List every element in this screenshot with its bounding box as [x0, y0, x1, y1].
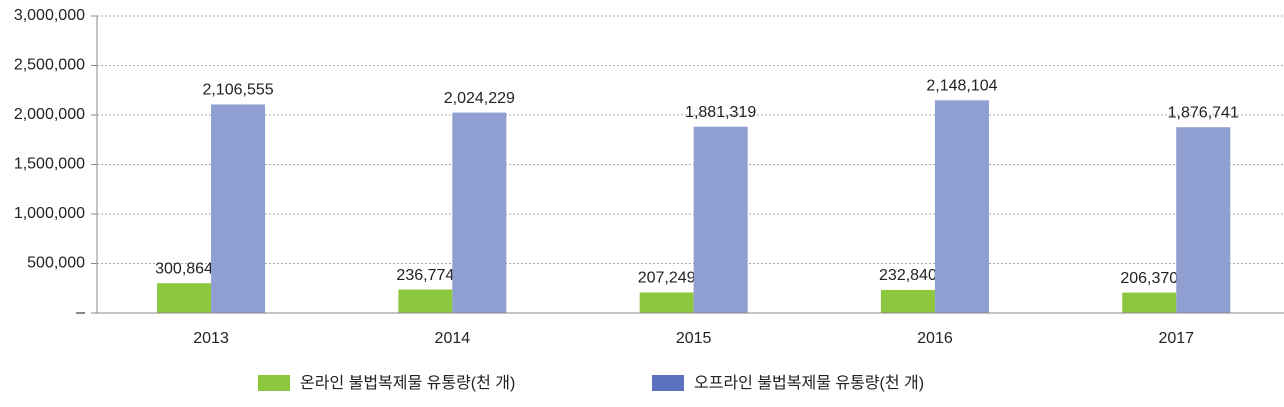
x-tick-label: 2014 [435, 330, 471, 347]
y-tick-label: 2,500,000 [14, 57, 85, 74]
bar [693, 126, 748, 313]
value-label: 232,840 [879, 267, 937, 284]
x-tick-label: 2015 [676, 330, 712, 347]
bar [934, 100, 989, 313]
y-tick-label: 1,500,000 [14, 156, 85, 173]
y-tick-label: 500,000 [27, 255, 85, 272]
x-tick-label: 2017 [1158, 330, 1194, 347]
value-label: 2,148,104 [926, 78, 997, 95]
x-tick-label: 2013 [193, 330, 229, 347]
bar [1122, 292, 1177, 313]
y-tick-label: 2,000,000 [14, 106, 85, 123]
value-label: 236,774 [396, 267, 454, 284]
bar [157, 283, 212, 313]
y-tick-label: 1,000,000 [14, 205, 85, 222]
legend-swatch [258, 375, 290, 391]
bar [452, 112, 507, 314]
bar [211, 104, 266, 314]
value-label: 2,106,555 [202, 82, 273, 99]
value-label: 1,881,319 [685, 104, 756, 121]
y-tick-label: – [76, 304, 85, 321]
value-label: 300,864 [155, 260, 213, 277]
legend-swatch [652, 375, 684, 391]
value-label: 207,249 [638, 270, 696, 287]
bar [398, 289, 453, 313]
value-label: 2,024,229 [444, 90, 515, 107]
value-label: 206,370 [1120, 270, 1178, 287]
legend-label: 온라인 불법복제물 유통량(천 개) [300, 374, 515, 392]
bar [1176, 127, 1231, 314]
bar [880, 289, 935, 313]
y-tick-label: 3,000,000 [14, 7, 85, 24]
legend-label: 오프라인 불법복제물 유통량(천 개) [694, 374, 924, 392]
bar [639, 292, 694, 313]
x-tick-label: 2016 [917, 330, 953, 347]
value-label: 1,876,741 [1168, 104, 1239, 121]
